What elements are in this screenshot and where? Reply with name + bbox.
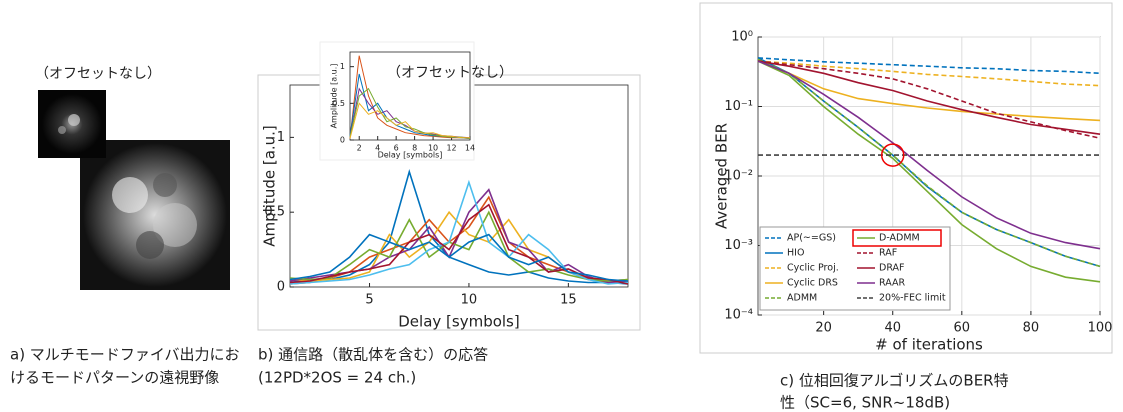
- legend-box: [759, 226, 951, 311]
- speckle-small: [38, 90, 106, 158]
- y-tick-label: 10⁻⁴: [724, 308, 753, 323]
- y-tick-label: 0.5: [264, 205, 285, 220]
- caption: 性（SC=6, SNR~18dB): [780, 394, 950, 412]
- x-tick-label: 100: [1088, 321, 1113, 336]
- series-line: [289, 203, 629, 285]
- y-tick-label: 1: [277, 130, 285, 145]
- y-tick-label: 10⁻³: [724, 238, 753, 253]
- legend-label: DRAF: [879, 263, 905, 274]
- caption: (12PD*2OS = 24 ch.): [258, 369, 416, 387]
- y-tick-label: 0: [277, 280, 285, 295]
- series-line: [757, 60, 1101, 122]
- x-tick-label: 6: [394, 144, 399, 153]
- y-axis-label: Averaged BER: [713, 123, 731, 229]
- x-tick-label: 8: [412, 144, 417, 153]
- x-tick-label: 4: [375, 144, 380, 153]
- x-tick-label: 40: [884, 321, 901, 336]
- highlight-box: [852, 229, 942, 247]
- x-axis-label: Delay [symbols]: [378, 151, 443, 160]
- x-tick-label: 15: [560, 293, 577, 308]
- series-line: [289, 169, 629, 285]
- series-line: [289, 233, 629, 282]
- legend-label: ADMM: [787, 293, 817, 304]
- series-line: [757, 60, 1101, 283]
- legend-label: AP(~=GS): [787, 233, 836, 244]
- series-line: [757, 57, 1101, 268]
- legend-label: RAF: [879, 248, 897, 259]
- speckle-large: [80, 140, 230, 290]
- legend-label: D-ADMM: [879, 233, 920, 244]
- caption: b) 通信路（散乱体を含む）の応答: [258, 346, 488, 364]
- series-line: [757, 58, 1101, 268]
- y-axis-label: Amplitude [a.u.]: [330, 64, 339, 129]
- y-tick-label: 1: [340, 62, 345, 71]
- x-tick-label: 10: [461, 293, 478, 308]
- y-tick-label: 10⁻¹: [724, 99, 753, 114]
- x-axis-label: Delay [symbols]: [398, 313, 519, 331]
- series-line: [757, 60, 1101, 139]
- highlight-circle: [880, 143, 905, 167]
- series-line: [757, 60, 1101, 250]
- legend-label: 20%-FEC limit: [879, 293, 946, 304]
- y-tick-label: 10⁻²: [724, 169, 753, 184]
- legend-label: Cyclic DRS: [787, 278, 838, 289]
- series-line: [349, 102, 470, 139]
- legend-label: Cyclic Proj.: [787, 263, 839, 274]
- series-line: [757, 60, 1101, 87]
- x-tick-label: 10: [428, 144, 438, 153]
- y-tick-label: 0: [340, 136, 345, 145]
- legend-label: RAAR: [879, 278, 905, 289]
- caption: c) 位相回復アルゴリズムのBER特: [780, 372, 1009, 390]
- x-tick-label: 2: [357, 144, 362, 153]
- x-tick-label: 5: [365, 293, 373, 308]
- x-tick-label: 12: [446, 144, 456, 153]
- x-tick-label: 80: [1023, 321, 1040, 336]
- series-line: [757, 60, 1101, 135]
- image-label: （オフセットなし）: [35, 66, 161, 82]
- chart-title: （オフセットなし）: [387, 65, 513, 81]
- y-tick-label: 10⁰: [731, 30, 753, 45]
- series-line: [349, 87, 471, 139]
- caption: けるモードパターンの遠視野像: [10, 369, 219, 387]
- x-tick-label: 60: [954, 321, 971, 336]
- x-tick-label: 20: [815, 321, 832, 336]
- series-line: [349, 55, 471, 139]
- caption: a) マルチモードファイバ出力にお: [10, 346, 240, 364]
- plot-area: [349, 51, 471, 141]
- legend-label: HIO: [787, 248, 804, 259]
- series-line: [289, 210, 629, 282]
- series-line: [757, 57, 1101, 75]
- y-axis-label: Amplitude [a.u.]: [261, 125, 279, 247]
- x-tick-label: 14: [465, 144, 475, 153]
- y-tick-label: 0.5: [332, 99, 345, 108]
- x-axis-label: # of iterations: [875, 336, 983, 354]
